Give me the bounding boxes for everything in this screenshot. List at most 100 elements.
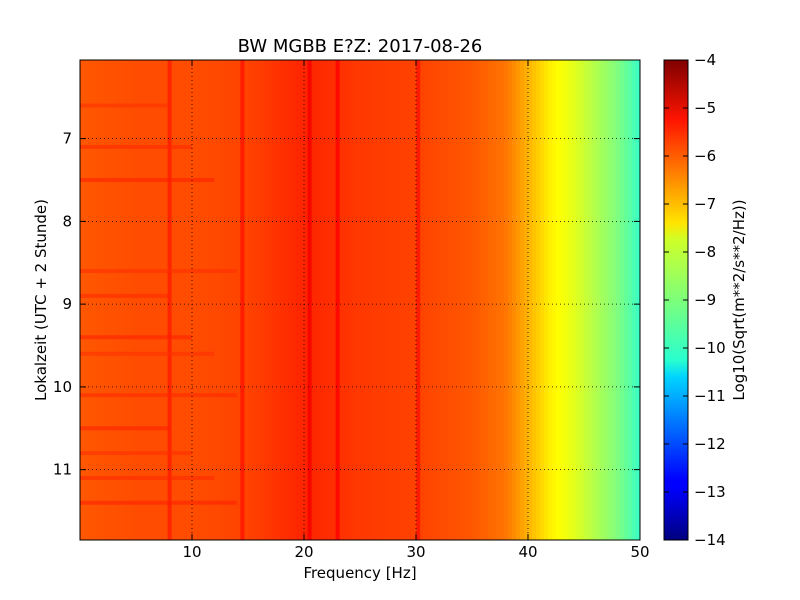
heatmap-column bbox=[412, 60, 417, 540]
heatmap-column bbox=[96, 60, 101, 540]
noise-band bbox=[80, 293, 170, 298]
heatmap-column bbox=[352, 60, 357, 540]
heatmap-column bbox=[424, 60, 429, 540]
heatmap-column bbox=[632, 60, 637, 540]
colorbar-ticks: −4 −5 −6 −7 −8 −9 −10 −11 −12 −13 −14 bbox=[664, 51, 726, 549]
heatmap-column bbox=[520, 60, 525, 540]
plot-area bbox=[80, 60, 640, 540]
colorbar-tick-label: −9 bbox=[694, 291, 716, 309]
heatmap-column bbox=[388, 60, 393, 540]
heatmap-column bbox=[244, 60, 249, 540]
y-axis-ticks: 7 8 9 10 11 bbox=[53, 130, 640, 479]
heatmap-column bbox=[332, 60, 337, 540]
heatmap-column bbox=[128, 60, 133, 540]
heatmap-column bbox=[80, 60, 85, 540]
x-axis-label: Frequency [Hz] bbox=[303, 564, 416, 582]
heatmap-column bbox=[108, 60, 113, 540]
heatmap-column bbox=[564, 60, 569, 540]
heatmap-column bbox=[588, 60, 593, 540]
heatmap-column bbox=[528, 60, 533, 540]
heatmap-column bbox=[600, 60, 605, 540]
colorbar-tick-label: −8 bbox=[694, 243, 716, 261]
y-axis-label: Lokalzeit (UTC + 2 Stunde) bbox=[32, 199, 50, 401]
heatmap-column bbox=[256, 60, 261, 540]
x-tick-label: 10 bbox=[182, 543, 201, 561]
noise-band bbox=[80, 393, 237, 398]
heatmap-column bbox=[120, 60, 125, 540]
heatmap-column bbox=[516, 60, 521, 540]
heatmap-column bbox=[260, 60, 265, 540]
heatmap-column bbox=[220, 60, 225, 540]
heatmap-column bbox=[200, 60, 205, 540]
heatmap-column bbox=[316, 60, 321, 540]
heatmap-column bbox=[444, 60, 449, 540]
heatmap-column bbox=[460, 60, 465, 540]
colorbar-tick-label: −13 bbox=[694, 483, 726, 501]
x-tick-label: 40 bbox=[518, 543, 537, 561]
heatmap-column bbox=[268, 60, 273, 540]
heatmap-column bbox=[320, 60, 325, 540]
heatmap-column bbox=[488, 60, 493, 540]
heatmap-column bbox=[420, 60, 425, 540]
heatmap-column bbox=[372, 60, 377, 540]
noise-band bbox=[80, 475, 215, 480]
heatmap-column bbox=[380, 60, 385, 540]
heatmap-column bbox=[396, 60, 401, 540]
heatmap-column bbox=[236, 60, 241, 540]
heatmap-column bbox=[480, 60, 485, 540]
heatmap-column bbox=[576, 60, 581, 540]
heatmap-column bbox=[596, 60, 601, 540]
heatmap-column bbox=[400, 60, 405, 540]
heatmap-column bbox=[100, 60, 105, 540]
heatmap-column bbox=[172, 60, 177, 540]
heatmap-column bbox=[504, 60, 509, 540]
heatmap-column bbox=[248, 60, 253, 540]
heatmap-column bbox=[376, 60, 381, 540]
heatmap-column bbox=[208, 60, 213, 540]
heatmap-column bbox=[324, 60, 329, 540]
heatmap-column bbox=[196, 60, 201, 540]
y-tick-label: 7 bbox=[62, 130, 72, 148]
y-tick-label: 9 bbox=[62, 295, 72, 313]
spectral-line bbox=[307, 60, 312, 540]
heatmap-column bbox=[508, 60, 513, 540]
heatmap-column bbox=[340, 60, 345, 540]
noise-band bbox=[80, 103, 170, 108]
heatmap-column bbox=[476, 60, 481, 540]
heatmap-column bbox=[580, 60, 585, 540]
heatmap-column bbox=[224, 60, 229, 540]
heatmap-column bbox=[132, 60, 137, 540]
heatmap-column bbox=[300, 60, 305, 540]
heatmap-column bbox=[160, 60, 165, 540]
heatmap-column bbox=[176, 60, 181, 540]
heatmap-column bbox=[232, 60, 237, 540]
heatmap-column bbox=[272, 60, 277, 540]
heatmap-column bbox=[212, 60, 217, 540]
heatmap-column bbox=[532, 60, 537, 540]
heatmap-horizontal-bands bbox=[80, 103, 237, 505]
x-axis-ticks: 10 20 30 40 50 bbox=[182, 60, 650, 561]
heatmap-column bbox=[204, 60, 209, 540]
heatmap-column bbox=[288, 60, 293, 540]
y-tick-label: 8 bbox=[62, 212, 72, 230]
heatmap-column bbox=[368, 60, 373, 540]
x-tick-label: 20 bbox=[294, 543, 313, 561]
heatmap-column bbox=[624, 60, 629, 540]
colorbar-tick-label: −5 bbox=[694, 99, 716, 117]
heatmap-column bbox=[552, 60, 557, 540]
heatmap-column bbox=[384, 60, 389, 540]
heatmap-column bbox=[344, 60, 349, 540]
heatmap-column bbox=[228, 60, 233, 540]
x-tick-label: 30 bbox=[406, 543, 425, 561]
plot-frame bbox=[79, 59, 641, 541]
colorbar-label: Log10(Sqrt(m**2/s**2/Hz)) bbox=[730, 199, 748, 400]
heatmap-column bbox=[392, 60, 397, 540]
heatmap-column bbox=[140, 60, 145, 540]
heatmap-column bbox=[152, 60, 157, 540]
heatmap-column bbox=[328, 60, 333, 540]
colorbar-tick-label: −7 bbox=[694, 195, 716, 213]
heatmap-column bbox=[284, 60, 289, 540]
heatmap-column bbox=[116, 60, 121, 540]
x-tick-label: 50 bbox=[630, 543, 649, 561]
